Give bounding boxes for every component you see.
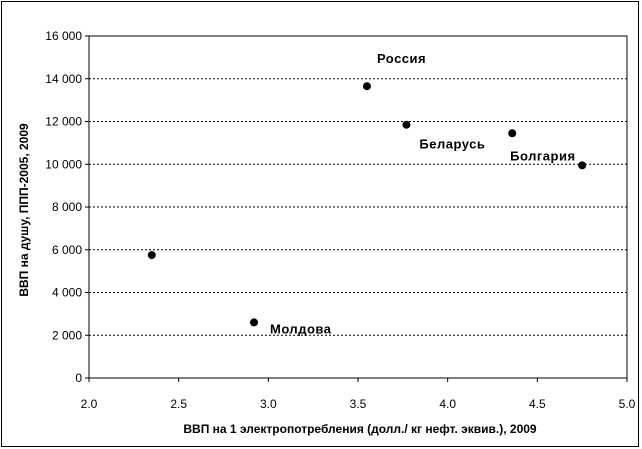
x-tick-label: 2.5 [170, 397, 187, 411]
point-label: Россия [377, 51, 426, 66]
x-tick-label: 2.0 [81, 397, 98, 411]
x-tick-label: 3.0 [260, 397, 277, 411]
gridlines [89, 35, 627, 336]
y-axis-label: ВВП на душу, ППП-2005, 2009 [17, 123, 31, 297]
y-tick-label: 0 [75, 371, 82, 385]
data-point [508, 129, 517, 138]
x-tick-label: 3.5 [350, 397, 367, 411]
point-label: Болгария [510, 148, 575, 163]
y-tick-label: 16 000 [45, 29, 82, 43]
y-tick-label: 10 000 [45, 157, 82, 171]
y-tick-label: 14 000 [45, 72, 82, 86]
data-point [578, 161, 587, 170]
x-tick-label: 4.5 [529, 397, 546, 411]
data-point [362, 82, 371, 91]
data-point [249, 318, 258, 327]
y-tick-label: 12 000 [45, 115, 82, 129]
data-point [402, 120, 411, 129]
y-tick-label: 2 000 [52, 328, 82, 342]
y-tick-label: 4 000 [52, 286, 82, 300]
data-points [147, 82, 587, 327]
point-label: Беларусь [419, 137, 485, 152]
y-tick-label: 8 000 [52, 200, 82, 214]
data-point [147, 251, 156, 260]
x-axis-ticks: 2.0 2.5 3.0 3.5 4.0 4.5 5.0 [81, 378, 636, 411]
x-tick-label: 5.0 [619, 397, 636, 411]
x-axis-label: ВВП на 1 электропотребления (долл./ кг н… [183, 422, 537, 436]
point-label: Молдова [270, 321, 332, 336]
y-axis-ticks: 0 2 000 4 000 6 000 8 000 10 000 12 000 14 000 1… [45, 29, 89, 385]
y-tick-label: 6 000 [52, 243, 82, 257]
x-tick-label: 4.0 [439, 397, 456, 411]
point-annotations: Молдова Россия Беларусь Болгария [270, 51, 575, 336]
